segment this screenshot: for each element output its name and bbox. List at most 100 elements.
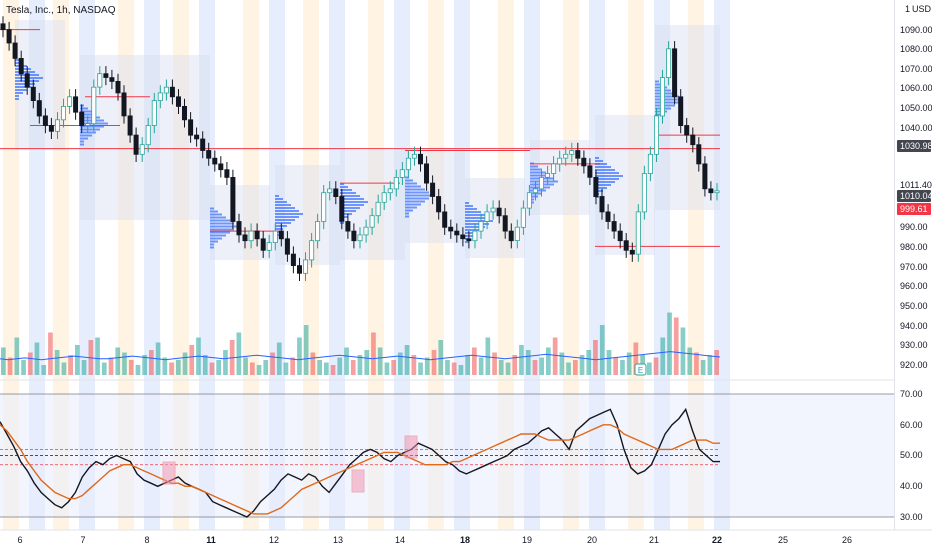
price-tick-label: 1090.00 bbox=[900, 25, 932, 35]
profile-bar bbox=[340, 192, 356, 194]
price-tick-label: 990.00 bbox=[900, 222, 928, 232]
price-tick-label: 940.00 bbox=[900, 321, 928, 331]
profile-bar bbox=[405, 176, 409, 179]
volume-bar bbox=[438, 340, 444, 375]
candle-body bbox=[260, 238, 266, 251]
candle-body bbox=[296, 265, 302, 274]
volume-bar bbox=[525, 350, 531, 375]
volume-bar bbox=[539, 357, 544, 375]
price-tick-label: 1080.00 bbox=[900, 44, 932, 54]
volume-bar bbox=[532, 360, 538, 375]
price-tick-label: 960.00 bbox=[900, 281, 928, 291]
rsi-signal-box bbox=[404, 435, 418, 459]
volume-bar bbox=[707, 355, 713, 375]
profile-bar bbox=[595, 184, 611, 186]
volume-bar bbox=[371, 332, 376, 375]
price-tick-label: 1011.40 bbox=[900, 180, 932, 190]
profile-bar bbox=[210, 207, 214, 210]
candle-body bbox=[696, 144, 702, 165]
price-tick-label: 1060.00 bbox=[900, 83, 932, 93]
profile-bar bbox=[210, 222, 234, 225]
candle-body bbox=[666, 48, 672, 78]
profile-bar bbox=[655, 98, 683, 101]
earnings-marker[interactable]: E bbox=[634, 363, 647, 376]
candle-body bbox=[423, 163, 429, 184]
profile-bar bbox=[80, 140, 84, 143]
volume-bar bbox=[673, 317, 679, 375]
profile-bar bbox=[595, 160, 603, 162]
candle-body bbox=[581, 157, 587, 167]
profile-bar bbox=[15, 89, 27, 91]
volume-bar bbox=[458, 365, 464, 375]
candle-body bbox=[684, 125, 690, 136]
volume-bar bbox=[573, 360, 578, 375]
volume-bar bbox=[236, 332, 242, 375]
profile-bar bbox=[595, 172, 619, 174]
profile-bar bbox=[210, 234, 226, 237]
time-tick-label: 20 bbox=[587, 535, 597, 545]
profile-bar bbox=[530, 168, 542, 171]
candle-body bbox=[569, 150, 575, 155]
profile-bar bbox=[210, 225, 238, 228]
candle-body bbox=[660, 77, 666, 117]
profile-box bbox=[655, 25, 720, 210]
profile-bar bbox=[530, 171, 546, 174]
volume-bar bbox=[68, 355, 73, 375]
volume-bar bbox=[243, 357, 248, 375]
volume-bar bbox=[647, 362, 652, 375]
profile-bar bbox=[80, 116, 100, 119]
candle-body bbox=[0, 23, 6, 30]
volume-bar bbox=[101, 362, 107, 375]
profile-bar bbox=[465, 214, 485, 216]
candle-body bbox=[188, 119, 194, 136]
volume-bar bbox=[317, 360, 322, 375]
profile-bar bbox=[80, 143, 84, 146]
candle-body bbox=[55, 119, 61, 132]
profile-bar bbox=[15, 95, 19, 97]
profile-bar bbox=[655, 95, 679, 98]
candle-body bbox=[641, 173, 647, 213]
volume-bar bbox=[478, 357, 484, 375]
volume-bar bbox=[1, 347, 6, 375]
profile-bar bbox=[210, 228, 234, 231]
profile-bar bbox=[275, 207, 295, 209]
candle-body bbox=[242, 234, 248, 242]
candle-body bbox=[351, 230, 357, 242]
rsi-tick-label: 30.00 bbox=[900, 512, 923, 522]
volume-bar bbox=[81, 360, 87, 375]
profile-bar bbox=[530, 195, 538, 198]
candle-body bbox=[375, 201, 381, 217]
volume-bar bbox=[303, 325, 309, 375]
profile-bar bbox=[465, 232, 477, 234]
candle-body bbox=[218, 163, 224, 171]
candle-body bbox=[79, 111, 85, 126]
volume-bar bbox=[169, 362, 174, 375]
candle-body bbox=[460, 234, 466, 240]
candle-body bbox=[526, 192, 532, 209]
candle-body bbox=[18, 58, 24, 75]
candle-body bbox=[708, 188, 714, 194]
earnings-marker-label: E bbox=[638, 366, 643, 375]
profile-bar bbox=[530, 189, 546, 192]
candle-body bbox=[302, 259, 308, 274]
volume-bar bbox=[424, 357, 430, 375]
candle-body bbox=[145, 125, 151, 146]
profile-bar bbox=[340, 210, 356, 212]
volume-bar bbox=[176, 360, 181, 375]
volume-bar bbox=[350, 360, 356, 375]
volume-bar bbox=[202, 355, 208, 375]
profile-bar bbox=[275, 198, 283, 200]
time-tick-label: 22 bbox=[712, 535, 722, 545]
candle-body bbox=[212, 157, 218, 165]
profile-bar bbox=[15, 71, 35, 73]
volume-bar bbox=[189, 345, 195, 375]
time-tick-label: 25 bbox=[778, 535, 788, 545]
volume-bar bbox=[216, 360, 221, 375]
candle-body bbox=[42, 115, 48, 126]
volume-bar bbox=[209, 362, 215, 375]
candle-body bbox=[157, 92, 163, 102]
candles bbox=[0, 16, 720, 281]
rsi-signal-box bbox=[162, 461, 176, 485]
